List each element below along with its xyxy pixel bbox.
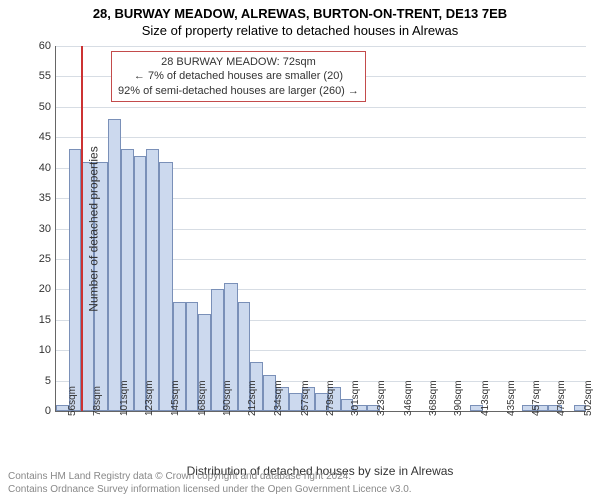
- annotation-box: 28 BURWAY MEADOW: 72sqm← 7% of detached …: [111, 51, 366, 102]
- x-tick-label: 212sqm: [247, 380, 258, 416]
- chart-container: 28, BURWAY MEADOW, ALREWAS, BURTON-ON-TR…: [0, 0, 600, 500]
- y-tick-label: 50: [21, 101, 51, 113]
- annotation-line: 92% of semi-detached houses are larger (…: [118, 84, 359, 98]
- y-tick-label: 25: [21, 253, 51, 265]
- histogram-bar: [146, 149, 159, 411]
- gridline: [56, 137, 586, 138]
- x-tick-label: 56sqm: [67, 386, 78, 416]
- plot-region: 05101520253035404550556056sqm78sqm101sqm…: [55, 46, 586, 412]
- x-tick-label: 257sqm: [300, 380, 311, 416]
- x-tick-label: 123sqm: [144, 380, 155, 416]
- y-tick-label: 40: [21, 162, 51, 174]
- chart-title-2: Size of property relative to detached ho…: [0, 21, 600, 38]
- x-tick-label: 145sqm: [170, 380, 181, 416]
- footer-line-1: Contains HM Land Registry data © Crown c…: [8, 471, 412, 484]
- footer-attribution: Contains HM Land Registry data © Crown c…: [8, 471, 412, 496]
- histogram-bar: [69, 149, 82, 411]
- x-tick-label: 390sqm: [453, 380, 464, 416]
- gridline: [56, 107, 586, 108]
- x-tick-label: 502sqm: [583, 380, 594, 416]
- x-tick-label: 479sqm: [556, 380, 567, 416]
- histogram-bar: [108, 119, 121, 411]
- y-tick-label: 55: [21, 70, 51, 82]
- x-tick-label: 279sqm: [325, 380, 336, 416]
- footer-line-2: Contains Ordnance Survey information lic…: [8, 484, 412, 497]
- x-tick-label: 346sqm: [403, 380, 414, 416]
- y-tick-label: 45: [21, 131, 51, 143]
- gridline: [56, 46, 586, 47]
- x-tick-label: 413sqm: [480, 380, 491, 416]
- y-tick-label: 10: [21, 344, 51, 356]
- histogram-bar: [121, 149, 134, 411]
- annotation-line: ← 7% of detached houses are smaller (20): [118, 69, 359, 83]
- x-tick-label: 323sqm: [376, 380, 387, 416]
- y-tick-label: 0: [21, 405, 51, 417]
- x-tick-label: 190sqm: [222, 380, 233, 416]
- x-tick-label: 435sqm: [506, 380, 517, 416]
- histogram-bar: [159, 162, 173, 411]
- y-tick-label: 5: [21, 375, 51, 387]
- histogram-bar: [134, 156, 147, 412]
- y-tick-label: 35: [21, 192, 51, 204]
- y-tick-label: 20: [21, 283, 51, 295]
- x-tick-label: 301sqm: [350, 380, 361, 416]
- x-tick-label: 78sqm: [92, 386, 103, 416]
- x-tick-label: 168sqm: [197, 380, 208, 416]
- y-tick-label: 60: [21, 40, 51, 52]
- x-tick-label: 368sqm: [428, 380, 439, 416]
- y-tick-label: 15: [21, 314, 51, 326]
- x-tick-label: 457sqm: [531, 380, 542, 416]
- x-tick-label: 234sqm: [273, 380, 284, 416]
- y-axis-label: Number of detached properties: [87, 146, 101, 311]
- marker-line: [81, 46, 83, 411]
- chart-title-1: 28, BURWAY MEADOW, ALREWAS, BURTON-ON-TR…: [0, 0, 600, 21]
- chart-area: 05101520253035404550556056sqm78sqm101sqm…: [55, 46, 585, 411]
- annotation-line: 28 BURWAY MEADOW: 72sqm: [118, 55, 359, 69]
- y-tick-label: 30: [21, 223, 51, 235]
- x-tick-label: 101sqm: [119, 380, 130, 416]
